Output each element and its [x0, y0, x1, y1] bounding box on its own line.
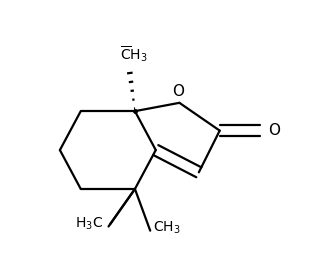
Text: O: O: [172, 84, 184, 99]
Text: $\mathregular{\overline{C}}$H$_3$: $\mathregular{\overline{C}}$H$_3$: [120, 44, 147, 64]
Text: H$_3$C: H$_3$C: [75, 215, 103, 232]
Text: O: O: [268, 123, 280, 138]
Text: CH$_3$: CH$_3$: [153, 220, 181, 236]
